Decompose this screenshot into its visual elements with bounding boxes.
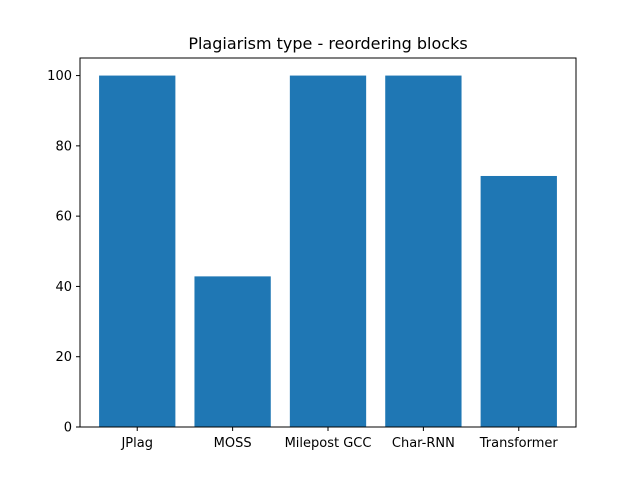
y-tick-label: 20 [55, 350, 72, 365]
bar-transformer [480, 175, 557, 427]
x-tick-label: Transformer [479, 436, 559, 451]
y-tick-label: 100 [47, 69, 72, 84]
x-tick-label: Char-RNN [392, 436, 455, 451]
x-axis: JPlag MOSS Milepost GCC Char-RNN Transformer [120, 427, 558, 451]
x-tick-label: Milepost GCC [285, 436, 372, 451]
y-tick-label: 0 [64, 421, 72, 436]
bars-group [99, 75, 557, 428]
bar-jplag [99, 75, 176, 428]
y-tick-label: 80 [55, 139, 72, 154]
plot-frame [79, 57, 577, 428]
bar-moss [194, 276, 271, 427]
y-tick-label: 60 [55, 210, 72, 225]
bar-char-rnn [385, 75, 462, 428]
y-tick-label: 40 [55, 280, 72, 295]
y-axis: 0 20 40 60 80 100 [47, 69, 80, 436]
chart-title: Plagiarism type - reordering blocks [188, 34, 467, 53]
bar-milepost-gcc [289, 75, 367, 428]
x-tick-label: MOSS [214, 436, 252, 451]
x-tick-label: JPlag [120, 436, 153, 451]
